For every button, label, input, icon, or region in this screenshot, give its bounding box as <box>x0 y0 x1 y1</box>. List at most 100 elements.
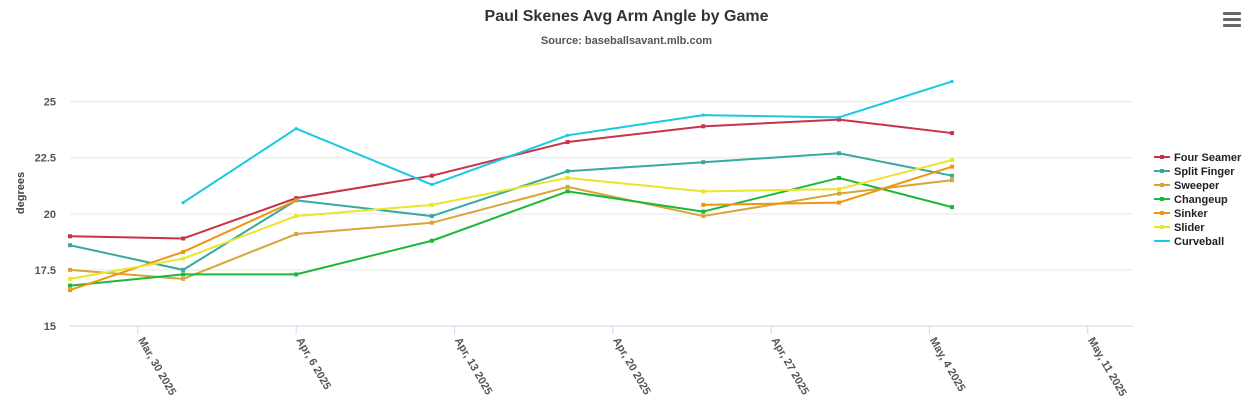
legend-item-curveball[interactable]: Curveball <box>1154 236 1224 248</box>
data-point[interactable] <box>701 214 706 219</box>
data-point[interactable] <box>837 115 841 119</box>
data-point[interactable] <box>565 140 570 145</box>
x-tick-label: Apr, 13 2025 <box>452 336 495 398</box>
y-axis-title: degrees <box>15 172 27 214</box>
legend-marker <box>1160 225 1164 229</box>
hamburger-menu-icon[interactable] <box>1223 12 1241 28</box>
data-point[interactable] <box>68 288 72 293</box>
data-point[interactable] <box>294 232 299 237</box>
series-line[interactable] <box>702 165 954 206</box>
legend-item-sweeper[interactable]: Sweeper <box>1154 180 1220 192</box>
data-point[interactable] <box>950 164 955 169</box>
data-point[interactable] <box>181 201 185 205</box>
data-point[interactable] <box>68 243 72 248</box>
data-point[interactable] <box>68 283 72 288</box>
legend-marker <box>1160 155 1164 159</box>
data-point[interactable] <box>181 272 186 277</box>
data-point[interactable] <box>836 151 841 156</box>
data-point[interactable] <box>430 183 434 187</box>
legend-label: Four Seamer <box>1174 152 1242 164</box>
series-line[interactable] <box>69 118 954 240</box>
data-point[interactable] <box>836 187 841 192</box>
data-point[interactable] <box>68 234 72 239</box>
data-point[interactable] <box>181 249 186 254</box>
data-point[interactable] <box>836 117 841 122</box>
data-point[interactable] <box>181 276 186 281</box>
menu-bar <box>1223 18 1241 21</box>
data-point[interactable] <box>429 202 434 207</box>
legend-marker <box>1160 211 1164 215</box>
data-point[interactable] <box>701 160 706 165</box>
data-point[interactable] <box>68 276 72 281</box>
legend-marker <box>1160 169 1164 173</box>
data-point[interactable] <box>950 205 955 210</box>
series-four-seamer[interactable] <box>68 117 955 241</box>
y-tick-label: 15 <box>44 321 56 333</box>
data-point[interactable] <box>294 272 299 277</box>
y-tick-label: 25 <box>44 97 56 109</box>
legend-label: Sinker <box>1174 208 1208 220</box>
data-point[interactable] <box>294 214 299 219</box>
legend-label: Curveball <box>1174 236 1224 248</box>
data-point[interactable] <box>950 173 955 178</box>
data-point[interactable] <box>181 256 186 261</box>
series-line[interactable] <box>69 179 954 280</box>
x-tick-label: Mar, 30 2025 <box>135 336 178 398</box>
data-point[interactable] <box>294 126 298 131</box>
menu-bar <box>1223 24 1241 27</box>
data-point[interactable] <box>294 196 299 201</box>
data-point[interactable] <box>294 198 299 203</box>
data-point[interactable] <box>429 214 434 219</box>
series-sinker[interactable] <box>68 164 955 293</box>
data-point[interactable] <box>565 189 570 194</box>
series-layer <box>68 79 955 293</box>
data-point[interactable] <box>68 267 72 272</box>
data-point[interactable] <box>701 113 705 117</box>
chart-subtitle: Source: baseballsavant.mlb.com <box>540 35 713 47</box>
series-line[interactable] <box>69 152 954 271</box>
data-point[interactable] <box>429 238 434 243</box>
data-point[interactable] <box>701 124 706 129</box>
y-tick-label: 20 <box>44 209 56 221</box>
data-point[interactable] <box>429 173 434 178</box>
data-point[interactable] <box>565 169 570 174</box>
data-point[interactable] <box>950 79 954 84</box>
data-point[interactable] <box>950 178 955 183</box>
data-point[interactable] <box>565 184 570 189</box>
y-tick-label: 17.5 <box>35 265 56 277</box>
data-point[interactable] <box>701 189 706 194</box>
x-tick-label: Apr, 6 2025 <box>294 336 333 392</box>
legend-item-sinker[interactable]: Sinker <box>1154 208 1208 220</box>
data-point[interactable] <box>701 209 706 214</box>
data-point[interactable] <box>950 131 955 136</box>
data-point[interactable] <box>701 202 706 207</box>
series-line[interactable] <box>69 176 954 287</box>
legend[interactable]: Four Seamer Split Finger Sweeper Changeup Si… <box>1154 152 1242 248</box>
series-line[interactable] <box>69 158 954 280</box>
legend-item-changeup[interactable]: Changeup <box>1154 194 1228 206</box>
legend-marker <box>1160 197 1164 201</box>
series-slider[interactable] <box>68 157 955 281</box>
legend-marker <box>1160 183 1164 187</box>
data-point[interactable] <box>836 175 841 180</box>
data-point[interactable] <box>181 267 186 272</box>
legend-item-split-finger[interactable]: Split Finger <box>1154 166 1235 178</box>
data-point[interactable] <box>836 200 841 205</box>
legend-item-four-seamer[interactable]: Four Seamer <box>1154 152 1242 164</box>
chart-title: Paul Skenes Avg Arm Angle by Game <box>484 8 769 25</box>
legend-label: Sweeper <box>1174 180 1220 192</box>
legend-item-slider[interactable]: Slider <box>1154 222 1205 234</box>
data-point[interactable] <box>836 191 841 196</box>
series-curveball[interactable] <box>181 79 954 205</box>
series-sweeper[interactable] <box>68 178 955 281</box>
data-point[interactable] <box>565 175 570 180</box>
legend-label: Slider <box>1174 222 1205 234</box>
data-point[interactable] <box>950 157 955 162</box>
data-point[interactable] <box>181 236 186 241</box>
data-point[interactable] <box>429 220 434 225</box>
axis-layer: 15 17.5 20 22.5 25 Mar, 30 2025 Apr, 6 2025 Apr… <box>35 97 1129 399</box>
x-tick-label: May, 4 2025 <box>927 336 968 394</box>
menu-bar <box>1223 12 1241 15</box>
data-point[interactable] <box>565 133 570 137</box>
series-changeup[interactable] <box>68 175 955 288</box>
